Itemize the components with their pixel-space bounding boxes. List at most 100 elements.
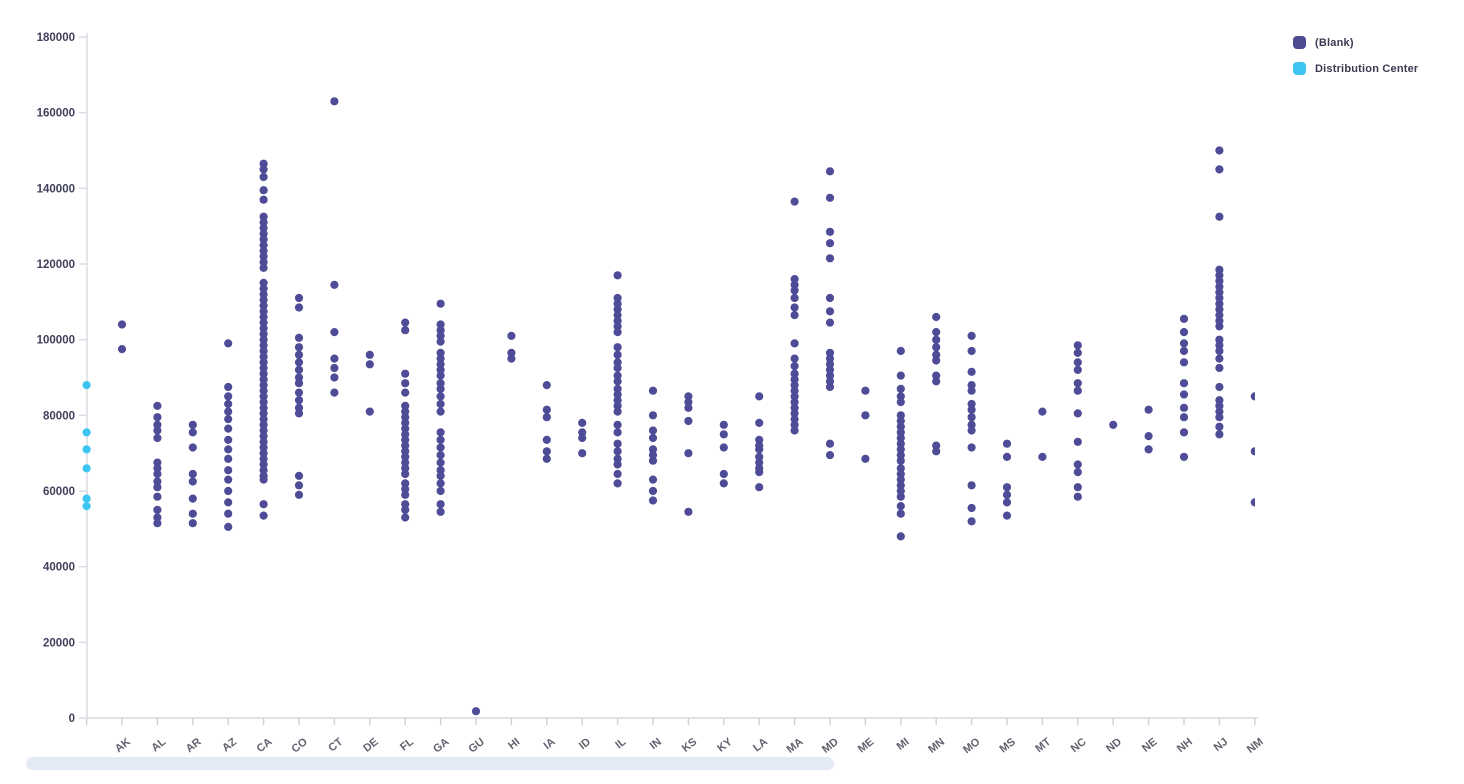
data-point[interactable] (967, 367, 976, 376)
data-point[interactable] (755, 452, 764, 461)
data-point[interactable] (436, 428, 445, 437)
data-point[interactable] (719, 420, 728, 429)
data-point[interactable] (1179, 346, 1189, 356)
data-point[interactable] (1179, 328, 1189, 337)
data-point[interactable] (294, 481, 304, 490)
data-point[interactable] (1002, 483, 1012, 492)
data-point[interactable] (1250, 392, 1259, 401)
data-point[interactable] (294, 373, 304, 382)
data-point[interactable] (401, 513, 410, 522)
data-point[interactable] (401, 379, 410, 388)
data-point[interactable] (1038, 407, 1047, 416)
data-point[interactable] (436, 326, 445, 335)
data-point[interactable] (1073, 358, 1082, 367)
data-point[interactable] (1179, 428, 1189, 437)
data-point[interactable] (259, 172, 268, 182)
data-point[interactable] (153, 401, 162, 410)
data-point[interactable] (259, 409, 268, 418)
data-point[interactable] (153, 505, 162, 514)
data-point[interactable] (613, 363, 622, 373)
data-point[interactable] (224, 415, 233, 424)
data-point[interactable] (613, 479, 622, 488)
data-point[interactable] (1144, 405, 1153, 414)
data-point[interactable] (1179, 314, 1189, 323)
data-point[interactable] (224, 407, 233, 416)
data-point[interactable] (153, 477, 162, 486)
data-point[interactable] (82, 502, 91, 511)
data-point[interactable] (401, 318, 410, 327)
data-point[interactable] (790, 420, 799, 429)
data-point[interactable] (259, 252, 268, 261)
data-point[interactable] (719, 469, 728, 479)
data-point[interactable] (896, 371, 905, 380)
data-point[interactable] (259, 329, 268, 339)
data-point[interactable] (436, 399, 445, 409)
data-point[interactable] (578, 418, 587, 427)
data-point[interactable] (1002, 511, 1012, 520)
data-point[interactable] (967, 386, 976, 395)
data-point[interactable] (1215, 293, 1224, 303)
data-point[interactable] (401, 441, 410, 450)
data-point[interactable] (1215, 363, 1224, 373)
data-point[interactable] (755, 468, 764, 477)
data-point[interactable] (365, 407, 374, 416)
data-point[interactable] (542, 413, 551, 422)
data-point[interactable] (613, 390, 622, 399)
data-point[interactable] (1215, 299, 1224, 308)
data-point[interactable] (294, 350, 304, 359)
data-point[interactable] (613, 420, 622, 429)
data-point[interactable] (613, 447, 622, 456)
data-point[interactable] (613, 401, 622, 410)
data-point[interactable] (1073, 348, 1082, 357)
data-point[interactable] (259, 392, 268, 401)
data-point[interactable] (1215, 282, 1224, 291)
data-point[interactable] (294, 303, 304, 312)
data-point[interactable] (1215, 430, 1224, 439)
data-point[interactable] (790, 392, 799, 401)
data-point[interactable] (1179, 339, 1189, 348)
data-point[interactable] (436, 365, 445, 374)
data-point[interactable] (648, 445, 658, 454)
data-point[interactable] (259, 159, 268, 168)
data-point[interactable] (790, 415, 799, 424)
data-point[interactable] (401, 458, 410, 467)
data-point[interactable] (755, 445, 764, 454)
data-point[interactable] (1038, 452, 1047, 461)
data-point[interactable] (1215, 422, 1224, 431)
data-point[interactable] (259, 415, 268, 424)
data-point[interactable] (436, 443, 445, 452)
data-point[interactable] (790, 197, 799, 206)
data-point[interactable] (82, 464, 91, 473)
data-point[interactable] (401, 469, 410, 479)
data-point[interactable] (188, 494, 197, 503)
data-point[interactable] (401, 464, 410, 473)
data-point[interactable] (684, 416, 693, 426)
data-point[interactable] (825, 377, 835, 386)
data-point[interactable] (790, 293, 799, 303)
data-point[interactable] (1109, 420, 1118, 429)
data-point[interactable] (613, 343, 622, 352)
data-point[interactable] (224, 392, 233, 401)
data-point[interactable] (542, 447, 551, 456)
data-point[interactable] (436, 299, 445, 308)
data-point[interactable] (401, 326, 410, 335)
data-point[interactable] (224, 445, 233, 454)
data-point[interactable] (967, 517, 976, 526)
data-point[interactable] (896, 475, 905, 484)
data-point[interactable] (188, 420, 197, 429)
data-point[interactable] (224, 522, 233, 532)
data-point[interactable] (684, 449, 693, 458)
data-point[interactable] (648, 386, 658, 395)
data-point[interactable] (896, 422, 905, 431)
data-point[interactable] (436, 379, 445, 388)
data-point[interactable] (401, 401, 410, 410)
data-point[interactable] (1179, 358, 1189, 367)
data-point[interactable] (932, 441, 941, 450)
data-point[interactable] (790, 303, 799, 312)
data-point[interactable] (613, 293, 622, 303)
data-point[interactable] (790, 409, 799, 418)
data-point[interactable] (896, 398, 905, 407)
data-point[interactable] (259, 318, 268, 327)
data-point[interactable] (1215, 413, 1224, 422)
data-point[interactable] (825, 254, 835, 263)
